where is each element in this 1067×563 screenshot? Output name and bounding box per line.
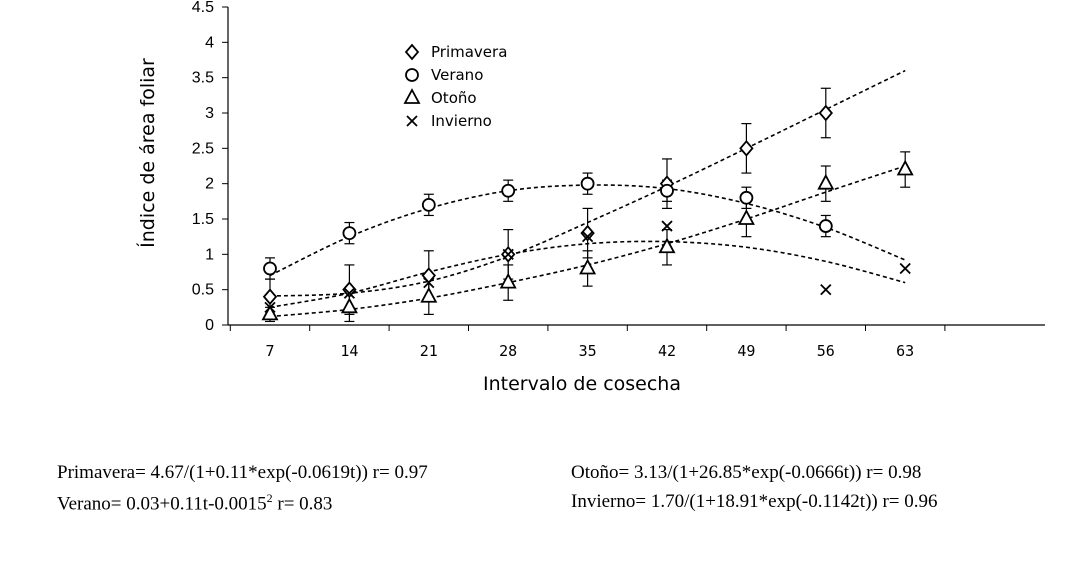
data-point-otono — [896, 159, 914, 176]
data-point-verano — [421, 197, 436, 212]
legend-marker — [406, 115, 418, 127]
data-point-otono — [420, 286, 438, 303]
error-bars — [265, 87, 911, 323]
data-point-otono — [579, 258, 597, 275]
marker-stroke — [820, 284, 832, 296]
data-point-verano — [342, 226, 357, 241]
data-point-verano — [739, 190, 754, 205]
legend-label: Primavera — [431, 43, 507, 61]
y-tick-label: 4.5 — [192, 0, 214, 16]
marker-stroke — [661, 220, 673, 232]
data-point-otono — [658, 237, 676, 254]
y-tick-label: 3.5 — [192, 70, 214, 87]
y-tick-label: 1 — [205, 246, 214, 263]
marker-stroke — [343, 287, 356, 299]
data-point-primavera — [739, 139, 754, 157]
equation-primavera: Primavera= 4.67/(1+0.11*exp(-0.0619t)) r… — [57, 462, 428, 483]
y-tick-label: 0 — [205, 317, 214, 334]
data-point-otono — [499, 272, 517, 289]
data-point-invierno — [581, 231, 594, 243]
data-point-verano — [263, 261, 277, 276]
x-tick-label: 42 — [658, 342, 676, 360]
legend-marker — [405, 68, 419, 82]
legend-item-otono: Otoño — [403, 88, 477, 107]
marker-stroke — [264, 301, 276, 313]
x-tick-label: 7 — [265, 342, 274, 360]
marker-stroke — [502, 248, 514, 260]
y-tick-label: 4 — [205, 34, 214, 51]
equation-verano-tail: r= 0.83 — [272, 493, 333, 515]
data-point-verano — [580, 176, 595, 191]
data-point-invierno — [661, 220, 673, 232]
x-tick-label: 21 — [420, 342, 438, 360]
equation-invierno: Invierno= 1.70/(1+18.91*exp(-0.1142t)) r… — [571, 491, 938, 512]
x-tick-label: 14 — [340, 342, 358, 360]
data-point-verano — [660, 183, 674, 198]
data-point-otono — [340, 297, 358, 314]
x-tick-label: 28 — [499, 342, 517, 360]
x-axis-title: Intervalo de cosecha — [483, 373, 681, 395]
equation-otono: Otoño= 3.13/(1+26.85*exp(-0.0666t)) r= 0… — [571, 462, 922, 483]
data-point-primavera — [580, 224, 595, 242]
legend-marker — [403, 88, 421, 104]
chart: 0 0.5 1 1.5 2 2.5 3 3.5 4 4.5 7 14 21 28 35 42 49 56 63 Pr… — [136, 0, 1045, 395]
y-tick-label: 3 — [205, 105, 214, 122]
data-point-otono — [737, 209, 755, 225]
y-tick-label: 1.5 — [192, 211, 214, 228]
data-point-invierno — [423, 276, 435, 289]
y-tick-label: 2 — [205, 176, 214, 193]
data-point-otono — [817, 173, 835, 190]
equation-verano: Verano= 0.03+0.11t-0.00152 r= 0.83 — [57, 491, 332, 515]
x-tick-label: 49 — [737, 342, 755, 360]
legend-item-primavera: Primavera — [404, 43, 507, 61]
data-point-invierno — [899, 262, 911, 275]
marker-stroke — [899, 262, 911, 275]
data-point-primavera — [342, 281, 357, 299]
legend: Primavera Verano Otoño Invierno — [403, 43, 507, 130]
equation-verano-exponent: 2 — [266, 491, 273, 505]
x-tick-label: 56 — [817, 342, 835, 360]
y-tick-label: 0.5 — [192, 282, 214, 299]
data-point-invierno — [502, 248, 514, 260]
legend-marker — [404, 43, 420, 61]
equation-verano-main: Verano= 0.03+0.11t-0.0015 — [57, 493, 267, 515]
data-point-invierno — [264, 301, 276, 313]
legend-label: Otoño — [431, 89, 477, 107]
data-point-otono — [261, 304, 279, 321]
x-tick-label: 35 — [579, 342, 597, 360]
legend-item-invierno: Invierno — [406, 112, 492, 130]
legend-label: Verano — [431, 66, 483, 84]
x-tick-label: 63 — [896, 342, 914, 360]
data-point-invierno — [343, 287, 356, 299]
data-point-primavera — [262, 288, 278, 306]
data-point-verano — [818, 219, 833, 233]
marker-stroke — [581, 231, 594, 243]
axes: 0 0.5 1 1.5 2 2.5 3 3.5 4 4.5 7 14 21 28 35 42 49 56 63 — [192, 0, 1045, 360]
marker-stroke — [423, 276, 435, 289]
trendline-verano — [269, 184, 906, 277]
data-point-primavera — [818, 104, 833, 122]
y-tick-label: 2.5 — [192, 140, 214, 157]
marker-stroke — [406, 115, 418, 127]
y-axis-title: Índice de área foliar — [136, 58, 159, 248]
data-point-invierno — [820, 284, 832, 296]
data-markers — [261, 104, 914, 321]
legend-label: Invierno — [431, 112, 492, 130]
data-point-verano — [501, 183, 516, 198]
legend-item-verano: Verano — [405, 66, 483, 84]
